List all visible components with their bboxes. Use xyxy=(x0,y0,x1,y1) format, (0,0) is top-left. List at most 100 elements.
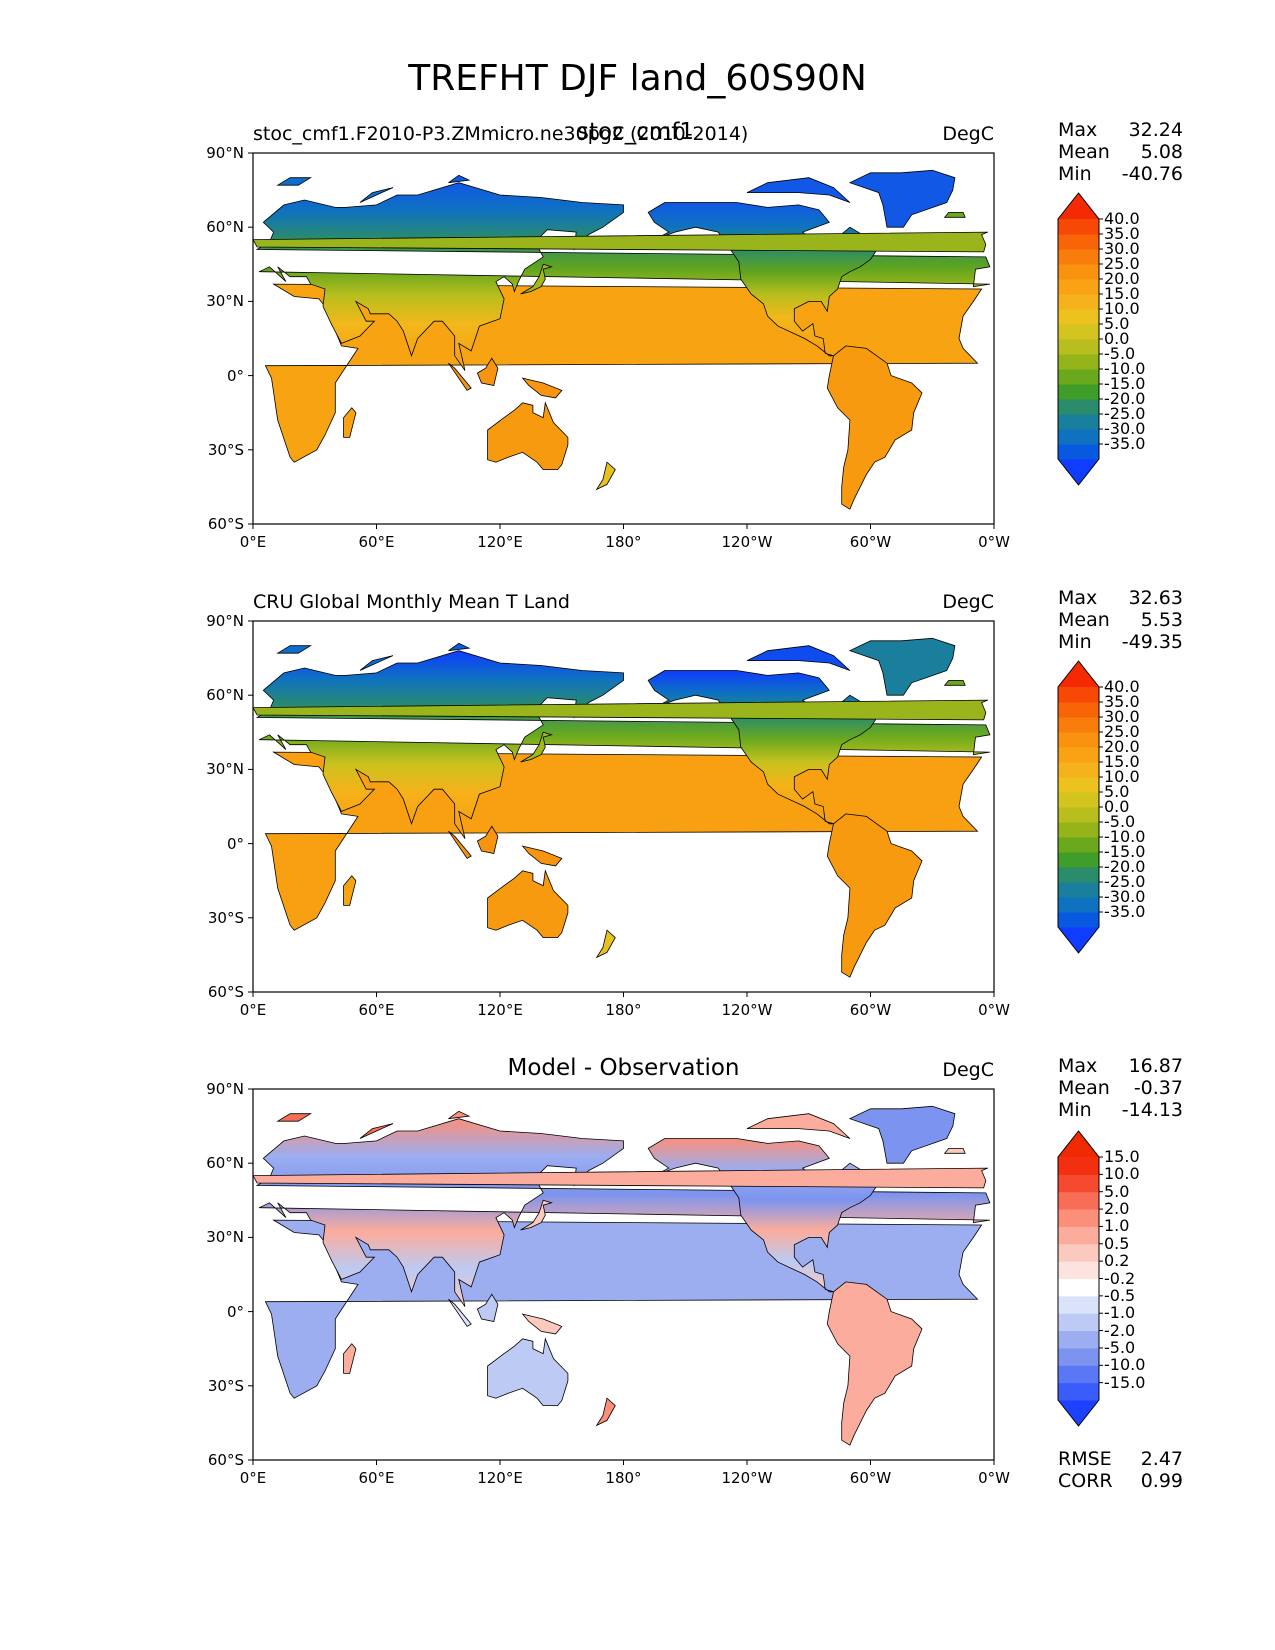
colorbar-extend-low xyxy=(1058,1400,1099,1426)
colorbar-segment xyxy=(1058,882,1099,898)
colorbar-segment xyxy=(1058,732,1099,748)
lon-tick-label: 120°E xyxy=(477,1469,523,1487)
colorbar-segment xyxy=(1058,852,1099,868)
colorbar-segment xyxy=(1058,324,1099,340)
colorbar-tick-label: 10.0 xyxy=(1104,1164,1140,1184)
colorbar-segment xyxy=(1058,1382,1099,1401)
colorbar-segment xyxy=(1058,912,1099,928)
landmass-severnaya xyxy=(448,642,471,652)
colorbar-segment xyxy=(1058,354,1099,370)
landmass-japan xyxy=(520,1199,553,1231)
lat-tick-label: 90°N xyxy=(206,144,244,162)
stat-label-max: Max xyxy=(1058,587,1098,609)
lon-tick-label: 60°W xyxy=(849,1469,892,1487)
colorbar-obs xyxy=(1057,660,1103,954)
colorbar-segment xyxy=(1058,837,1099,853)
landmass-iceland xyxy=(943,1148,966,1154)
landmass-newguinea xyxy=(521,845,563,867)
panel-units: DegC xyxy=(942,591,994,613)
landmass-samerica xyxy=(826,1281,923,1446)
landmass-sumatra xyxy=(448,362,472,391)
colorbar-extend-low xyxy=(1058,927,1099,953)
lon-tick-label: 0°E xyxy=(239,533,267,551)
colorbar-tick-label: -25.0 xyxy=(1104,404,1146,423)
colorbar-segment xyxy=(1058,1365,1099,1384)
landmass-novaya xyxy=(359,187,394,203)
colorbar-tick-label: 15.0 xyxy=(1104,284,1140,303)
colorbar-tick-label: 30.0 xyxy=(1104,239,1140,258)
lat-tick-label: 30°N xyxy=(206,1228,244,1247)
colorbar-tick-label: -20.0 xyxy=(1104,857,1146,876)
lon-tick-label: 60°W xyxy=(849,1001,892,1019)
landmass-namerica xyxy=(647,202,880,357)
landmass-madagascar xyxy=(343,1343,357,1374)
colorbar-tick-label: 35.0 xyxy=(1104,224,1140,243)
colorbar-tick-label: -35.0 xyxy=(1104,902,1146,921)
lat-tick-label: 60°N xyxy=(206,1154,244,1173)
landmass-namerica xyxy=(647,670,880,825)
landmass-samerica xyxy=(826,813,923,978)
landmass-greenland xyxy=(848,1105,956,1164)
colorbar-segment xyxy=(1058,1261,1099,1279)
colorbar-segment xyxy=(1058,1191,1099,1210)
colorbar-segment xyxy=(1058,384,1099,400)
landmass-japan xyxy=(520,263,553,295)
landmass-nzealand xyxy=(595,1397,616,1427)
lon-tick-label: 60°W xyxy=(849,533,892,551)
colorbar-segment xyxy=(1058,399,1099,415)
lat-tick-label: 0° xyxy=(226,1302,244,1321)
landmass-iceland xyxy=(943,680,966,686)
colorbar-tick-label: 0.0 xyxy=(1104,329,1130,348)
stat-value-min: -14.13 xyxy=(1121,1099,1183,1121)
lon-tick-label: 120°E xyxy=(477,1001,523,1019)
landmass-svalbard xyxy=(276,645,313,654)
colorbar-diff xyxy=(1057,1130,1103,1427)
colorbar-segment xyxy=(1058,1157,1099,1175)
lat-tick-label: 90°N xyxy=(206,612,244,630)
colorbar-segment xyxy=(1058,294,1099,310)
colorbar-segment xyxy=(1058,414,1099,430)
colorbar-segment xyxy=(1058,717,1099,733)
stat-value-max: 32.24 xyxy=(1128,119,1183,141)
map-panel-model xyxy=(248,152,995,529)
landmass-newguinea xyxy=(521,1313,563,1335)
stat-label-max: Max xyxy=(1058,119,1098,141)
stat-value-mean: 5.08 xyxy=(1140,141,1183,163)
colorbar-tick-label: -0.5 xyxy=(1104,1285,1136,1305)
colorbar-tick-label: 0.0 xyxy=(1104,797,1130,816)
colorbar-segment xyxy=(1058,1347,1099,1366)
colorbar-tick-label: -1.0 xyxy=(1104,1303,1136,1323)
colorbar-tick-label: 1.0 xyxy=(1104,1216,1130,1236)
landmass-iceland xyxy=(943,212,966,218)
lon-tick-label: 60°E xyxy=(358,1001,395,1019)
colorbar-tick-label: -10.0 xyxy=(1104,359,1146,378)
colorbar-segment xyxy=(1058,234,1099,250)
colorbar-segment xyxy=(1058,1226,1099,1245)
colorbar-segment xyxy=(1058,807,1099,823)
colorbar-model xyxy=(1057,192,1103,486)
lat-tick-label: 30°N xyxy=(206,760,244,779)
lon-tick-label: 0°E xyxy=(239,1001,267,1019)
colorbar-tick-label: -15.0 xyxy=(1104,1372,1146,1392)
stat-label-mean: Mean xyxy=(1058,141,1110,163)
colorbar-tick-label: -2.0 xyxy=(1104,1320,1136,1340)
colorbar-tick-label: 5.0 xyxy=(1104,1181,1130,1201)
colorbar-segment xyxy=(1058,762,1099,778)
landmass-japan xyxy=(520,731,553,763)
colorbar-tick-label: -35.0 xyxy=(1104,434,1146,453)
stat-label-min: Min xyxy=(1058,631,1092,653)
landmass-arcticisl xyxy=(746,1113,851,1139)
landmass-uk xyxy=(253,1167,988,1189)
landmass-sumatra xyxy=(448,1298,472,1327)
colorbar-segment xyxy=(1058,777,1099,793)
colorbar-segment xyxy=(1058,249,1099,265)
lon-tick-label: 180° xyxy=(605,1469,642,1487)
landmass-greenland xyxy=(848,637,956,696)
colorbar-extend-high xyxy=(1058,661,1099,687)
landmass-eurasia xyxy=(255,182,991,371)
colorbar-tick-label: -10.0 xyxy=(1104,1355,1146,1375)
lat-tick-label: 60°S xyxy=(207,1451,244,1469)
colorbar-tick-label: -5.0 xyxy=(1104,812,1136,831)
map-panel-obs xyxy=(248,620,995,997)
panel-center-title: Model - Observation xyxy=(507,1055,740,1081)
